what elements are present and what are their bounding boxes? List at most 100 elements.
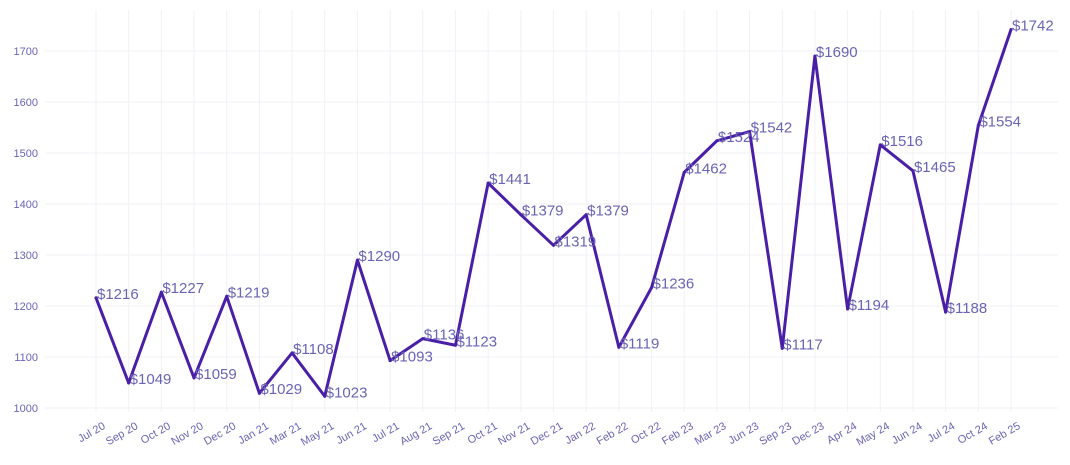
x-tick-label: Feb 22	[595, 420, 631, 448]
data-label: $1290	[358, 248, 400, 265]
x-tick-label: Sep 23	[758, 420, 794, 448]
data-label: $1690	[816, 44, 858, 61]
data-label: $1108	[293, 341, 334, 358]
y-axis: 1000 1100 1200 1300 1400 1500 1600 1700	[14, 46, 38, 415]
x-tick-label: Jun 24	[890, 420, 925, 447]
data-point	[225, 294, 229, 298]
x-tick-label: Jan 22	[563, 420, 598, 447]
x-tick-label: Apr 24	[825, 420, 859, 447]
x-tick-label: Jun 23	[726, 420, 761, 447]
data-label: $1542	[751, 120, 793, 137]
data-label: $1742	[1012, 18, 1054, 35]
data-label: $1049	[130, 371, 172, 388]
x-tick-label: Nov 21	[496, 420, 532, 448]
data-point	[127, 381, 131, 385]
x-tick-label: Oct 21	[466, 420, 500, 447]
x-tick-label: May 24	[855, 420, 892, 448]
x-tick-label: Jul 20	[76, 420, 107, 445]
data-label: $1319	[555, 233, 597, 250]
series-layer	[94, 28, 1013, 398]
data-point	[944, 310, 948, 314]
data-point	[519, 213, 523, 217]
data-point	[486, 181, 490, 185]
data-label: $1023	[326, 384, 368, 401]
x-tick-label: Oct 20	[139, 420, 173, 447]
data-label: $1117	[783, 336, 823, 353]
x-tick-label: Sep 20	[104, 420, 140, 448]
data-point	[911, 169, 915, 173]
data-point	[1009, 28, 1013, 32]
y-tick-label: 1400	[14, 199, 38, 211]
y-tick-label: 1000	[14, 403, 38, 415]
data-label: $1216	[97, 286, 139, 303]
data-label: $1465	[914, 159, 956, 176]
x-tick-label: Dec 23	[790, 420, 826, 448]
data-point	[388, 359, 392, 363]
x-tick-label: Nov 20	[169, 420, 205, 448]
x-tick-label: Mar 21	[268, 420, 304, 448]
data-label: $1123	[456, 333, 497, 350]
data-label: $1188	[947, 300, 988, 317]
x-tick-label: Jul 21	[370, 420, 401, 445]
x-tick-label: Jul 24	[926, 420, 957, 445]
data-label: $1194	[849, 297, 890, 314]
x-tick-label: Feb 25	[987, 420, 1023, 448]
y-tick-label: 1700	[14, 46, 38, 58]
data-label: $1219	[228, 284, 270, 301]
y-tick-label: 1500	[14, 148, 38, 160]
data-point	[682, 170, 686, 174]
data-point	[159, 290, 163, 294]
data-point	[453, 343, 457, 347]
data-point	[846, 307, 850, 311]
data-point	[878, 143, 882, 147]
x-tick-label: Feb 23	[660, 420, 696, 448]
x-tick-label: Dec 20	[202, 420, 238, 448]
data-label: $1093	[391, 349, 433, 366]
y-tick-label: 1200	[14, 301, 38, 313]
data-point	[715, 139, 719, 143]
data-label: $1227	[162, 280, 204, 297]
y-tick-label: 1600	[14, 97, 38, 109]
data-point	[421, 337, 425, 341]
data-label: $1462	[685, 160, 727, 177]
data-labels: $1216 $1049 $1227 $1059 $1219 $1029 $1108 $1023…	[97, 18, 1054, 402]
data-label: $1029	[260, 381, 302, 398]
x-tick-label: Oct 22	[629, 420, 663, 447]
data-point	[748, 130, 752, 134]
data-label: $1516	[881, 133, 923, 150]
data-point	[584, 213, 588, 217]
data-point	[323, 394, 327, 398]
x-tick-label: Jan 21	[236, 420, 271, 447]
x-tick-label: Oct 24	[956, 420, 990, 447]
x-tick-label: Aug 21	[398, 420, 434, 448]
x-tick-label: Mar 23	[693, 420, 729, 448]
data-point	[617, 345, 621, 349]
data-label: $1524	[718, 129, 760, 146]
data-point	[813, 54, 817, 58]
data-point	[94, 296, 98, 300]
x-tick-label: Sep 21	[431, 420, 467, 448]
x-tick-label: Dec 21	[529, 420, 565, 448]
data-point	[780, 346, 784, 350]
data-label: $1059	[195, 366, 237, 383]
y-tick-label: 1100	[14, 352, 38, 364]
data-point	[552, 243, 555, 247]
data-label: $1119	[620, 335, 660, 352]
data-point	[976, 123, 980, 127]
data-point	[192, 376, 196, 380]
data-label: $1379	[587, 203, 629, 220]
data-label: $1554	[979, 113, 1021, 130]
data-label: $1441	[489, 171, 531, 188]
x-tick-label: May 21	[299, 420, 336, 448]
data-point	[650, 286, 654, 290]
data-point	[290, 351, 294, 355]
data-label: $1236	[653, 276, 695, 293]
data-point	[257, 391, 261, 395]
y-tick-label: 1300	[14, 250, 38, 262]
x-tick-label: Jun 21	[334, 420, 369, 447]
data-point	[355, 258, 359, 262]
data-label: $1379	[522, 203, 564, 220]
data-label: $1136	[424, 327, 465, 344]
